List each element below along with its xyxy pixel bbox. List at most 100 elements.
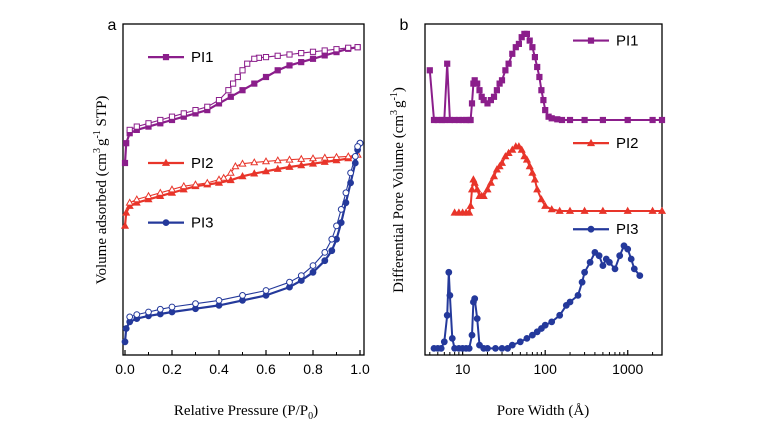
desorption-point bbox=[239, 67, 246, 74]
legend-marker bbox=[587, 225, 595, 233]
distribution-point bbox=[515, 40, 522, 47]
distribution-point bbox=[505, 60, 512, 67]
adsorption-point bbox=[298, 59, 305, 66]
distribution-point bbox=[525, 161, 534, 170]
distribution-point bbox=[514, 142, 523, 150]
distribution-point bbox=[574, 292, 582, 299]
panel-a-x-tick-label: 1.0 bbox=[350, 361, 370, 377]
distribution-point bbox=[516, 338, 524, 346]
distribution-point bbox=[530, 175, 539, 183]
distribution-point bbox=[580, 206, 589, 214]
adsorption-point bbox=[347, 179, 355, 187]
desorption-line bbox=[129, 142, 361, 318]
distribution-point bbox=[616, 252, 624, 260]
adsorption-point bbox=[308, 159, 318, 167]
distribution-point bbox=[480, 97, 487, 104]
desorption-point bbox=[192, 300, 199, 308]
legend-label: PI1 bbox=[191, 49, 214, 66]
desorption-point bbox=[333, 46, 340, 53]
desorption-point bbox=[333, 222, 340, 230]
distribution-point bbox=[437, 345, 445, 352]
adsorption-point bbox=[320, 157, 329, 165]
distribution-point bbox=[624, 116, 631, 124]
panel-b-series bbox=[426, 30, 667, 352]
legend-label: PI3 bbox=[616, 221, 639, 238]
distribution-point bbox=[657, 206, 667, 214]
distribution-point bbox=[504, 345, 512, 352]
distribution-point bbox=[566, 116, 574, 124]
distribution-point bbox=[471, 295, 479, 303]
series-pi3 bbox=[430, 242, 644, 352]
panel-b-x-axis-label: Pore Width (Å) bbox=[497, 403, 589, 419]
panel-a-x-axis-label: Relative Pressure (P/P0) bbox=[174, 403, 318, 422]
adsorption-point bbox=[285, 162, 294, 170]
desorption-point bbox=[250, 158, 259, 166]
adsorption-point bbox=[238, 171, 247, 180]
desorption-point bbox=[179, 181, 188, 190]
distribution-point bbox=[486, 178, 495, 186]
adsorption-point bbox=[297, 160, 306, 169]
distribution-point bbox=[440, 338, 448, 346]
distribution-point bbox=[566, 298, 574, 306]
distribution-point bbox=[484, 345, 491, 352]
adsorption-point bbox=[342, 199, 350, 207]
distribution-point bbox=[498, 77, 506, 84]
distribution-point bbox=[627, 255, 635, 263]
distribution-point bbox=[468, 100, 476, 107]
panel-b-x-tick-label: 1000 bbox=[612, 361, 643, 377]
distribution-point bbox=[445, 268, 453, 276]
distribution-point bbox=[479, 191, 488, 199]
distribution-point bbox=[648, 206, 657, 214]
desorption-point bbox=[225, 87, 232, 94]
series-pi3 bbox=[121, 139, 364, 346]
legend-label: PI1 bbox=[616, 33, 639, 50]
desorption-point bbox=[125, 198, 134, 206]
adsorption-point bbox=[122, 208, 131, 216]
desorption-point bbox=[231, 161, 240, 170]
panel-a-label: a bbox=[108, 17, 117, 34]
desorption-point bbox=[262, 287, 270, 294]
desorption-point bbox=[328, 235, 336, 243]
desorption-point bbox=[262, 54, 270, 61]
distribution-point bbox=[542, 107, 549, 114]
desorption-point bbox=[168, 303, 176, 311]
distribution-point bbox=[476, 87, 483, 94]
desorption-point bbox=[145, 120, 152, 127]
adsorption-point bbox=[251, 80, 258, 87]
panel-b: b 10 100 1000 PI1 PI2 PI3 Pore Width (Å) Dif… bbox=[389, 17, 667, 419]
legend-marker bbox=[162, 54, 170, 61]
legend-entry-pi2: PI2 bbox=[148, 155, 214, 172]
adsorption-point bbox=[328, 247, 336, 255]
distribution-point bbox=[538, 87, 545, 94]
desorption-point bbox=[244, 60, 251, 67]
desorption-point bbox=[156, 305, 164, 313]
distribution-point bbox=[630, 265, 638, 273]
distribution-point bbox=[508, 341, 516, 349]
adsorption-point bbox=[123, 140, 130, 147]
distribution-point bbox=[565, 206, 575, 214]
panel-a: a 0.0 0.2 0.4 0.6 0.8 1.0 PI1 PI2 PI3 Relative … bbox=[92, 17, 370, 422]
distribution-point bbox=[490, 93, 498, 100]
desorption-point bbox=[297, 154, 306, 162]
desorption-point bbox=[345, 44, 352, 51]
desorption-point bbox=[133, 311, 141, 319]
distribution-point bbox=[537, 195, 546, 203]
distribution-point bbox=[470, 178, 479, 186]
desorption-point bbox=[219, 173, 228, 181]
legend-label: PI3 bbox=[191, 215, 214, 232]
legend-entry-pi3: PI3 bbox=[573, 221, 639, 238]
distribution-point bbox=[529, 331, 536, 339]
distribution-point bbox=[649, 116, 656, 124]
panel-b-x-tick-label: 10 bbox=[455, 361, 471, 377]
desorption-point bbox=[167, 185, 177, 193]
distribution-point bbox=[548, 318, 556, 326]
desorption-point bbox=[214, 175, 224, 183]
desorption-point bbox=[180, 110, 187, 117]
adsorption-point bbox=[239, 87, 246, 94]
adsorption-point bbox=[227, 93, 234, 100]
desorption-point bbox=[234, 73, 241, 81]
distribution-point bbox=[467, 116, 474, 124]
adsorption-point bbox=[121, 338, 129, 346]
desorption-point bbox=[126, 126, 133, 134]
panel-a-series bbox=[120, 44, 364, 346]
